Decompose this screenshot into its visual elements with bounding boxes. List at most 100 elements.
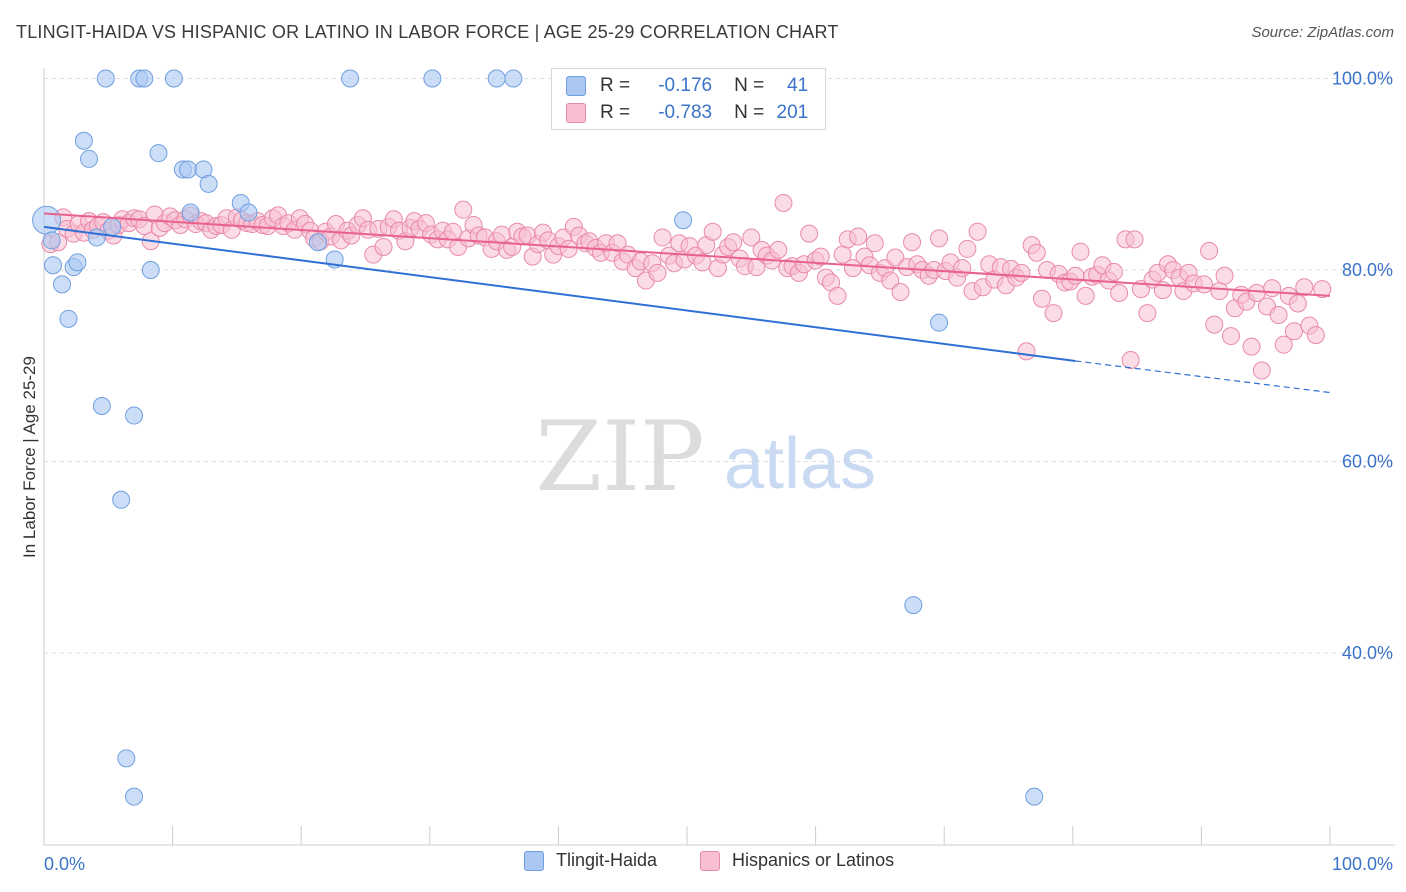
stats-r-value: -0.176 <box>658 75 713 96</box>
tlingit-point <box>141 261 160 279</box>
stats-r-value: -0.783 <box>658 102 713 123</box>
tlingit-point <box>74 131 93 150</box>
hispanics-point <box>703 222 722 241</box>
tlingit-point <box>504 69 523 88</box>
x-tick-label: 100.0% <box>1332 854 1393 874</box>
stats-n-value: 41 <box>787 75 809 96</box>
hispanics-point <box>454 200 473 219</box>
tlingit-point <box>53 275 72 294</box>
hispanics-point <box>1210 282 1229 301</box>
hispanics-point <box>608 234 627 253</box>
watermark-zip: ZIP <box>535 401 704 513</box>
hispanics-point <box>1288 294 1307 313</box>
legend-label-hispanics: Hispanics or Latinos <box>732 850 895 870</box>
hispanics-point <box>1274 335 1293 354</box>
tlingit-point <box>930 313 949 332</box>
tlingit-trend-extension <box>1075 360 1331 394</box>
tlingit-point <box>904 596 923 615</box>
hispanics-point <box>1242 337 1261 356</box>
tlingit-point <box>487 69 506 88</box>
hispanics-point <box>1110 283 1129 302</box>
legend-item-hispanics[interactable]: Hispanics or Latinos <box>700 850 894 871</box>
tlingit-point <box>239 203 258 222</box>
chart-title: TLINGIT-HAIDA VS HISPANIC OR LATINO IN L… <box>16 22 839 42</box>
hispanics-point <box>886 248 905 267</box>
tlingit-point <box>341 69 360 88</box>
hispanics-point <box>1194 275 1213 294</box>
hispanics-point <box>811 247 830 266</box>
hispanics-point <box>1295 278 1314 297</box>
legend-swatch-hispanics <box>700 850 720 871</box>
tlingit-point <box>125 406 144 425</box>
tlingit-point <box>199 174 218 193</box>
hispanics-point <box>559 239 578 258</box>
tlingit-point <box>87 228 106 247</box>
hispanics-point <box>1138 304 1157 323</box>
legend-swatch-tlingit <box>524 850 544 871</box>
stats-row-tlingit: R = -0.176 N = 41 <box>566 73 808 99</box>
y-tick-label: 40.0% <box>1342 643 1393 663</box>
hispanics-point <box>1263 279 1282 298</box>
tlingit-point <box>92 396 111 415</box>
stats-row-hispanics: R = -0.783 N = 201 <box>566 100 808 126</box>
hispanics-point <box>653 228 672 247</box>
tlingit-point <box>149 144 168 163</box>
hispanics-point <box>742 228 761 247</box>
tlingit-point <box>44 256 63 275</box>
x-tick-label: 0.0% <box>44 854 85 874</box>
tlingit-point <box>59 309 78 328</box>
hispanics-point <box>1269 306 1288 325</box>
hispanics-point <box>1071 242 1090 261</box>
legend-label-tlingit: Tlingit-Haida <box>556 850 658 870</box>
legend-item-tlingit[interactable]: Tlingit-Haida <box>524 850 657 871</box>
hispanics-point <box>968 222 987 241</box>
stats-n-label: N = <box>734 102 765 123</box>
axis-labels: 40.0% 60.0% 80.0% 100.0% 0.0% 100.0% In Labor … <box>20 69 1393 875</box>
hispanics-trend-line <box>43 212 1331 297</box>
hispanics-point <box>443 222 462 241</box>
stats-n-label: N = <box>734 75 765 96</box>
stats-swatch-tlingit <box>566 76 586 96</box>
y-tick-label: 100.0% <box>1332 69 1393 89</box>
hispanics-point <box>1104 262 1123 281</box>
tlingit-point <box>112 490 131 509</box>
hispanics-point <box>865 234 884 253</box>
tlingit-point <box>423 69 442 88</box>
tlingit-point <box>103 217 122 236</box>
hispanics-point <box>1076 286 1095 305</box>
hispanics-point <box>1221 327 1240 346</box>
tlingit-point <box>42 231 61 250</box>
stats-r-label: R = <box>600 102 631 123</box>
grid-lines <box>44 78 1395 654</box>
tlingit-point <box>68 253 87 272</box>
tlingit-point <box>96 69 115 88</box>
hispanics-point <box>374 238 393 257</box>
hispanics-point <box>1252 361 1271 380</box>
hispanics-point <box>903 233 922 252</box>
hispanics-point <box>800 224 819 243</box>
hispanics-point <box>881 271 900 290</box>
source-credit: Source: ZipAtlas.com <box>1251 24 1394 41</box>
tlingit-point <box>181 203 200 222</box>
tlingit-point <box>1025 787 1044 806</box>
stats-swatch-hispanics <box>566 103 586 123</box>
hispanics-point <box>1012 263 1031 282</box>
hispanics-point <box>891 283 910 302</box>
hispanics-point <box>724 233 743 252</box>
stats-n-value: 201 <box>776 102 809 123</box>
tlingit-point <box>179 160 198 179</box>
bottom-legend: Tlingit-Haida Hispanics or Latinos <box>0 850 1406 880</box>
y-axis-title: In Labor Force | Age 25-29 <box>20 356 39 558</box>
y-tick-label: 80.0% <box>1342 260 1393 280</box>
hispanics-point <box>1313 280 1332 299</box>
hispanics-point <box>958 239 977 258</box>
hispanics-point <box>1215 266 1234 285</box>
hispanics-point <box>774 193 793 212</box>
tlingit-point <box>135 69 154 88</box>
tlingit-point <box>674 211 693 230</box>
hispanics-point <box>828 286 847 305</box>
tlingit-trend-line <box>43 225 1076 362</box>
tlingit-point <box>164 69 183 88</box>
hispanics-point <box>1066 266 1085 285</box>
